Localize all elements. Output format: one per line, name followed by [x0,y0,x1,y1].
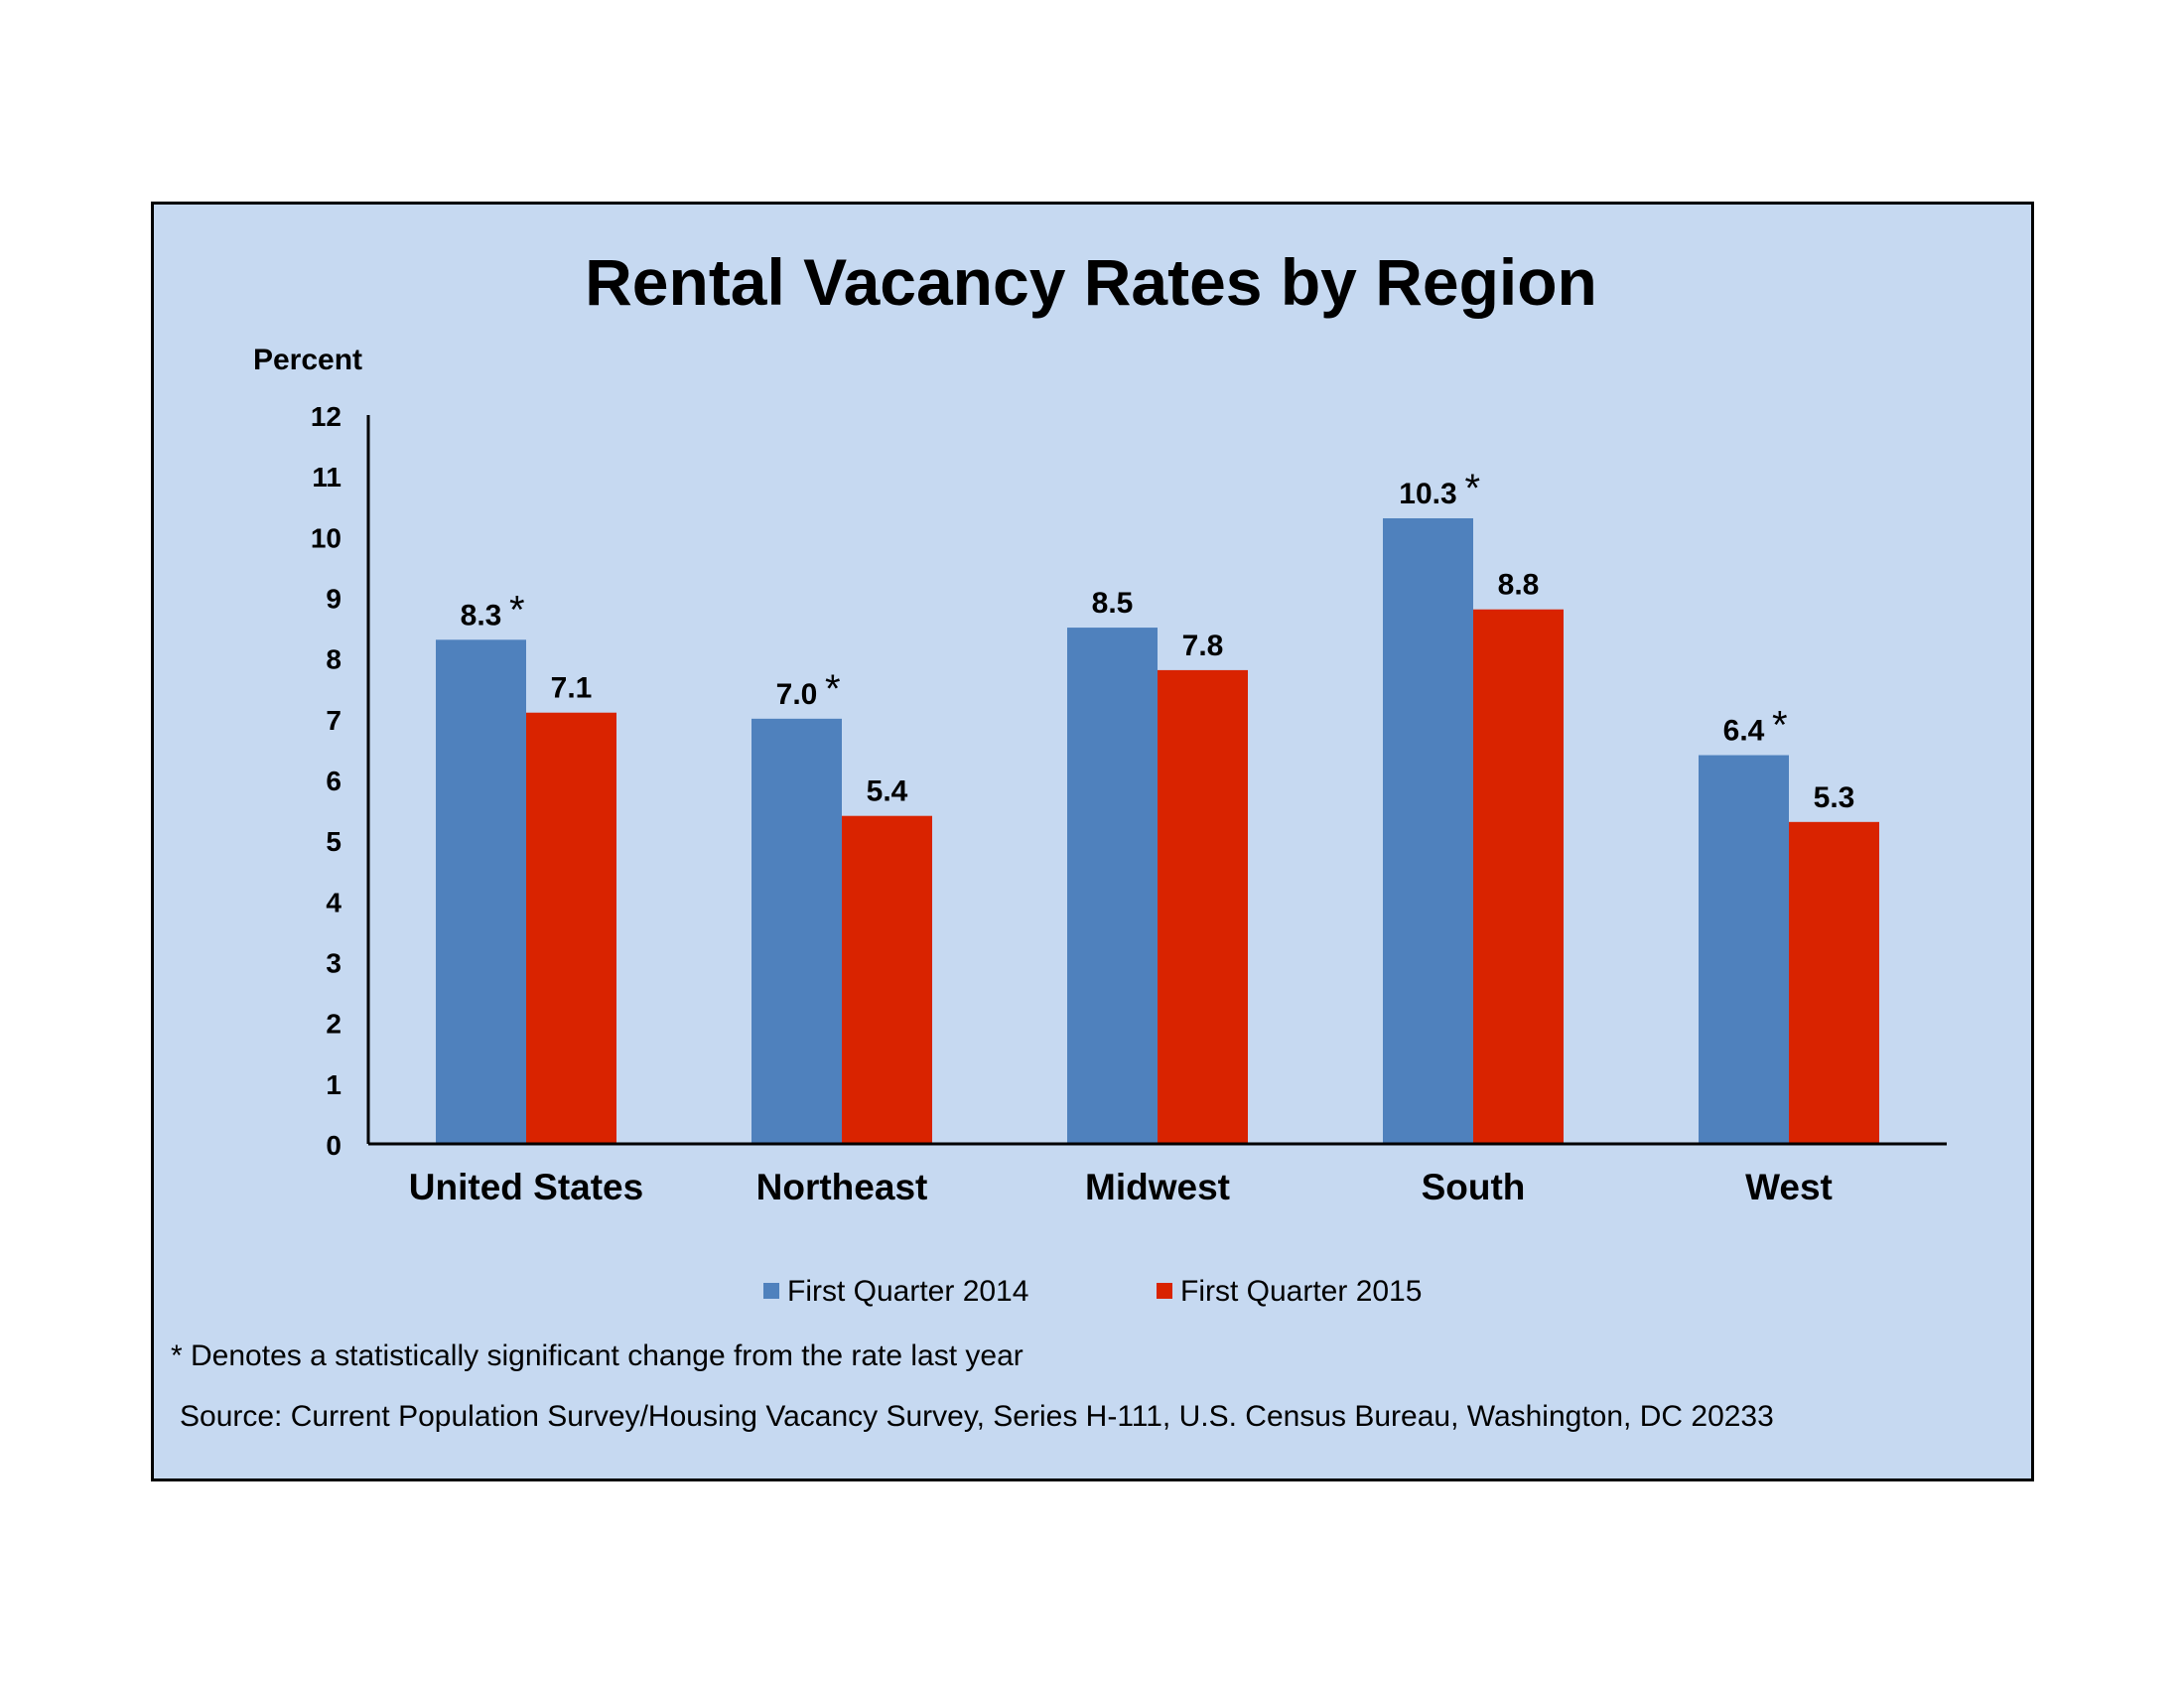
y-tick-label: 10 [311,522,341,553]
significance-marker: * [509,588,525,632]
chart-svg: Rental Vacancy Rates by Region Percent 0… [171,245,1947,1433]
y-tick-label: 11 [312,462,341,492]
legend-label: First Quarter 2015 [1180,1275,1422,1308]
data-label: 8.5 [1092,587,1134,620]
bar-2015 [1158,669,1248,1144]
data-label: 5.3 [1814,781,1855,814]
legend-swatch [1157,1283,1172,1299]
y-axis-label: Percent [253,344,362,376]
data-label: 7.1 [551,672,593,705]
data-label: 8.3 [461,599,502,632]
x-axis-labels: United States Northeast Midwest South West [409,1167,1833,1207]
data-label: 7.0 [776,678,818,711]
data-label: 6.4 [1723,715,1765,748]
source-note: Source: Current Population Survey/Housin… [180,1400,1774,1433]
chart-title: Rental Vacancy Rates by Region [585,245,1597,319]
bar-2014 [1067,628,1158,1144]
bar-2015 [1473,609,1564,1144]
chart-frame: Rental Vacancy Rates by Region Percent 0… [151,202,2034,1481]
bar-labels: 8.3 *7.1 7.0 *5.48.57.810.3 *8.86.4 *5.3 [461,467,1855,814]
y-tick-label: 1 [326,1069,341,1100]
bar-2014 [436,639,526,1144]
y-tick-label: 2 [326,1009,341,1040]
y-tick-label: 12 [311,401,341,432]
data-label: 8.8 [1498,569,1540,602]
bar-2014 [751,718,842,1144]
x-tick-label: South [1422,1167,1526,1207]
bar-2014 [1699,755,1789,1144]
data-label: 5.4 [867,775,908,808]
bar-2015 [1789,821,1879,1144]
y-tick-label: 6 [326,766,341,796]
y-tick-label: 7 [326,705,341,736]
significance-marker: * [1772,704,1788,748]
significance-marker: * [825,667,841,711]
data-label: 10.3 [1399,478,1456,510]
significance-marker: * [1465,467,1481,510]
y-tick-label: 4 [326,887,341,917]
y-tick-label: 0 [326,1130,341,1161]
x-tick-label: United States [409,1167,643,1207]
y-tick-label: 3 [326,948,341,979]
y-tick-label: 8 [326,644,341,675]
legend-swatch [763,1283,779,1299]
bar-2014 [1383,517,1473,1144]
legend: First Quarter 2014 First Quarter 2015 [763,1275,1422,1308]
footnote: * Denotes a statistically significant ch… [171,1339,1024,1372]
bar-2015 [842,815,932,1144]
y-tick-label: 9 [326,584,341,615]
bars [436,517,1879,1144]
x-tick-label: Midwest [1085,1167,1230,1207]
legend-label: First Quarter 2014 [787,1275,1028,1308]
x-tick-label: Northeast [756,1167,928,1207]
data-label: 7.8 [1182,630,1224,662]
y-tick-label: 5 [326,826,341,857]
bar-2015 [526,712,616,1144]
x-tick-label: West [1745,1167,1833,1207]
